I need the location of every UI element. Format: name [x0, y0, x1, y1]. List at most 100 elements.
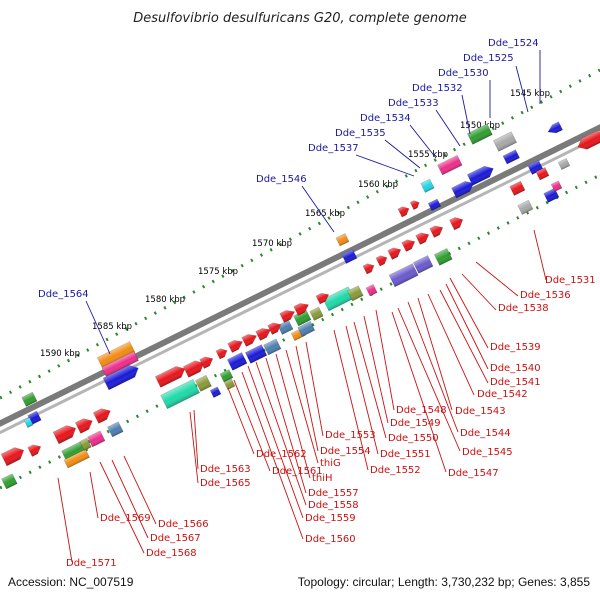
gene-feature[interactable]: [492, 131, 517, 152]
gene-feature[interactable]: [388, 263, 419, 288]
gene-feature[interactable]: [365, 284, 378, 297]
gene-label-top[interactable]: Dde_1532: [412, 83, 463, 94]
gene-feature[interactable]: [375, 254, 389, 267]
gene-label-bottom[interactable]: Dde_1565: [200, 478, 251, 489]
gene-label-bottom[interactable]: thiG: [320, 458, 341, 469]
gene-feature[interactable]: [415, 230, 431, 245]
gene-label-top[interactable]: Dde_1525: [463, 53, 514, 64]
gene-feature[interactable]: [1, 473, 18, 490]
gene-feature[interactable]: [437, 154, 463, 176]
gene-feature[interactable]: [61, 440, 89, 462]
gene-label-bottom[interactable]: Dde_1531: [545, 275, 596, 286]
gene-feature[interactable]: [52, 422, 78, 445]
gene-feature[interactable]: [226, 352, 248, 371]
gene-feature[interactable]: [219, 369, 234, 383]
gene-label-bottom[interactable]: Dde_1563: [200, 464, 251, 475]
gene-feature[interactable]: [466, 123, 493, 145]
gene-feature[interactable]: [209, 386, 222, 398]
gene-feature[interactable]: [223, 378, 236, 390]
gene-label-bottom[interactable]: Dde_1557: [308, 488, 359, 499]
gene-label-top[interactable]: Dde_1537: [308, 143, 359, 154]
gene-label-bottom[interactable]: Dde_1545: [462, 447, 513, 458]
gene-label-bottom[interactable]: Dde_1550: [388, 433, 439, 444]
gene-feature[interactable]: [575, 129, 600, 152]
gene-label-bottom[interactable]: Dde_1540: [490, 363, 541, 374]
gene-feature[interactable]: [362, 262, 376, 275]
gene-feature[interactable]: [215, 347, 229, 360]
gene-feature[interactable]: [502, 149, 520, 165]
gene-label-bottom[interactable]: Dde_1544: [460, 428, 511, 439]
gene-feature[interactable]: [427, 198, 442, 211]
gene-label-bottom[interactable]: Dde_1553: [325, 430, 376, 441]
gene-feature[interactable]: [293, 300, 311, 316]
gene-label-bottom[interactable]: Dde_1552: [370, 465, 421, 476]
gene-label-bottom[interactable]: Dde_1571: [66, 558, 117, 569]
gene-label-bottom[interactable]: Dde_1549: [390, 418, 441, 429]
gene-feature[interactable]: [433, 248, 453, 266]
gene-feature[interactable]: [449, 215, 466, 231]
gene-feature[interactable]: [315, 291, 331, 305]
gene-feature[interactable]: [92, 406, 113, 424]
gene-feature[interactable]: [267, 320, 283, 335]
gene-label-bottom[interactable]: Dde_1538: [498, 303, 549, 314]
gene-feature[interactable]: [23, 417, 34, 428]
gene-label-top[interactable]: Dde_1533: [388, 98, 439, 109]
gene-label-bottom[interactable]: Dde_1569: [100, 513, 151, 524]
gene-label-bottom[interactable]: Dde_1541: [490, 377, 541, 388]
gene-label-bottom[interactable]: Dde_1558: [308, 500, 359, 511]
gene-label-bottom[interactable]: Dde_1543: [455, 406, 506, 417]
gene-feature[interactable]: [194, 374, 212, 392]
gene-feature[interactable]: [101, 351, 139, 377]
gene-feature[interactable]: [309, 306, 324, 321]
gene-feature[interactable]: [279, 307, 297, 323]
gene-feature[interactable]: [27, 442, 43, 457]
gene-label-bottom[interactable]: Dde_1568: [146, 548, 197, 559]
gene-label-bottom[interactable]: Dde_1548: [396, 405, 447, 416]
gene-feature[interactable]: [107, 421, 124, 438]
gene-label-top[interactable]: Dde_1534: [360, 113, 411, 124]
gene-feature[interactable]: [387, 245, 403, 260]
gene-label-bottom[interactable]: Dde_1536: [520, 290, 571, 301]
gene-feature[interactable]: [277, 319, 294, 335]
gene-feature[interactable]: [341, 248, 358, 264]
gene-feature[interactable]: [401, 237, 417, 252]
gene-feature[interactable]: [509, 180, 526, 196]
gene-feature[interactable]: [546, 121, 563, 136]
gene-label-bottom[interactable]: Dde_1567: [150, 533, 201, 544]
gene-feature[interactable]: [21, 391, 38, 407]
gene-feature[interactable]: [160, 378, 200, 410]
gene-label-top[interactable]: Dde_1564: [38, 289, 89, 300]
gene-feature[interactable]: [96, 341, 136, 369]
gene-feature[interactable]: [154, 363, 187, 388]
gene-feature[interactable]: [550, 180, 563, 192]
gene-feature[interactable]: [0, 444, 26, 467]
gene-label-bottom[interactable]: Dde_1542: [477, 389, 528, 400]
gene-feature[interactable]: [79, 437, 92, 451]
gene-label-bottom[interactable]: Dde_1562: [256, 449, 307, 460]
gene-label-top[interactable]: Dde_1524: [488, 38, 539, 49]
gene-label-top[interactable]: Dde_1546: [256, 174, 307, 185]
gene-feature[interactable]: [241, 331, 259, 347]
gene-label-bottom[interactable]: Dde_1554: [320, 446, 371, 457]
gene-feature[interactable]: [255, 325, 273, 341]
gene-feature[interactable]: [347, 285, 364, 302]
gene-feature[interactable]: [557, 158, 571, 170]
gene-feature[interactable]: [412, 255, 434, 274]
gene-feature[interactable]: [74, 416, 95, 434]
gene-label-top[interactable]: Dde_1535: [335, 128, 386, 139]
gene-label-bottom[interactable]: thiH: [312, 473, 333, 484]
gene-feature[interactable]: [102, 362, 141, 391]
gene-label-bottom[interactable]: Dde_1566: [158, 519, 209, 530]
gene-feature[interactable]: [87, 430, 106, 448]
gene-feature[interactable]: [535, 167, 550, 181]
gene-feature[interactable]: [409, 199, 421, 210]
gene-label-bottom[interactable]: Dde_1560: [305, 534, 356, 545]
gene-feature[interactable]: [397, 205, 411, 218]
gene-label-bottom[interactable]: Dde_1551: [380, 449, 431, 460]
gene-feature[interactable]: [182, 358, 206, 378]
gene-feature[interactable]: [199, 354, 215, 369]
gene-label-bottom[interactable]: Dde_1559: [305, 513, 356, 524]
gene-label-bottom[interactable]: Dde_1539: [490, 342, 541, 353]
gene-feature[interactable]: [517, 199, 534, 215]
gene-feature[interactable]: [451, 178, 477, 199]
